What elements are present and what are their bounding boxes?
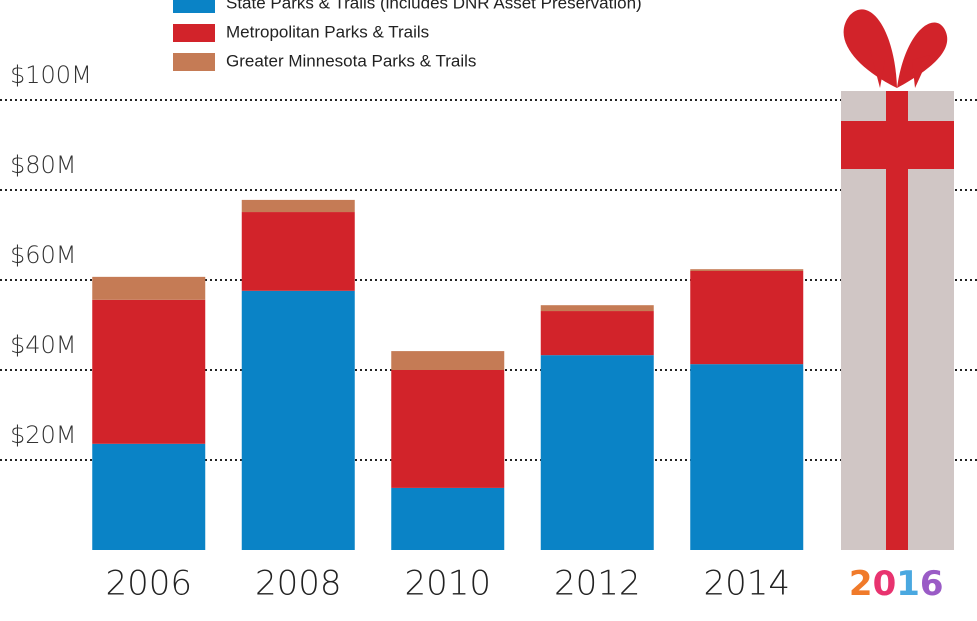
y-tick-label: $80M: [10, 151, 77, 179]
page: {"chart_data": {"type": "bar", "stacked"…: [0, 0, 977, 616]
bar-segment: [391, 488, 504, 550]
bar-segment: [690, 269, 803, 271]
legend-swatch: [173, 0, 215, 13]
x-tick-label: 2012: [554, 564, 641, 604]
bar-segment: [690, 271, 803, 364]
x-tick-label: 2008: [255, 564, 342, 604]
chart: $20M $40M $60M $80M $100M State Parks & Trail…: [0, 0, 977, 616]
bar-segment: [92, 300, 205, 444]
y-tick-label: $40M: [10, 331, 77, 359]
bar-segment: [92, 444, 205, 550]
bar-segment: [541, 311, 654, 355]
y-tick-label: $20M: [10, 421, 77, 449]
legend-label: State Parks & Trails (includes DNR Asset…: [226, 0, 642, 12]
bar-segment: [242, 212, 355, 291]
bar-segment: [690, 364, 803, 550]
gift-decoration: [841, 9, 954, 550]
bar-segment: [242, 200, 355, 212]
bar-segment: [92, 277, 205, 300]
legend-label: Greater Minnesota Parks & Trails: [226, 51, 476, 70]
x-tick-label: 2006: [105, 564, 192, 604]
legend-label: Metropolitan Parks & Trails: [226, 22, 429, 41]
y-tick-label: $60M: [10, 241, 77, 269]
x-tick-label: 2016: [849, 564, 944, 604]
bar-segment: [391, 351, 504, 370]
x-tick-label: 2010: [404, 564, 491, 604]
legend-swatch: [173, 53, 215, 71]
bar-segment: [391, 370, 504, 488]
gift-bow: [844, 9, 897, 88]
y-tick-label: $100M: [10, 61, 92, 89]
bar-segment: [242, 291, 355, 550]
x-tick-label: 2014: [703, 564, 790, 604]
gift-ribbon: [841, 121, 954, 169]
bar-segment: [541, 355, 654, 550]
legend-swatch: [173, 24, 215, 42]
gift-bow: [897, 22, 947, 88]
bar-segment: [541, 305, 654, 311]
